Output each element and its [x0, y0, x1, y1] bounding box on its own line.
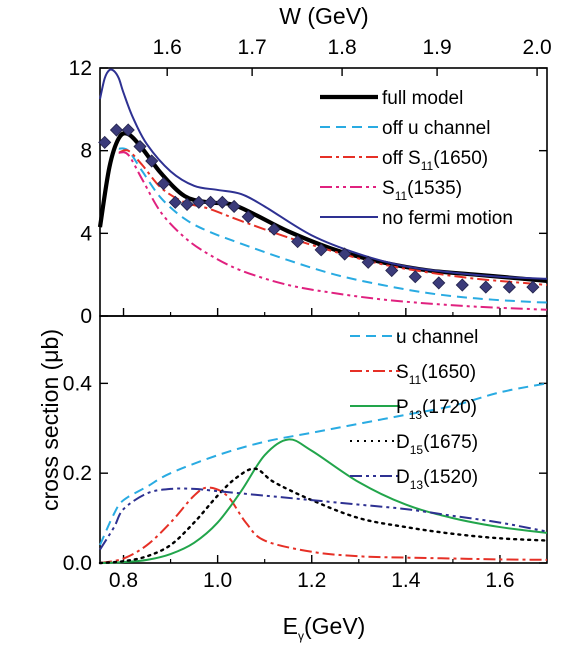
top-legend-label: off S11(1650)	[382, 148, 488, 173]
y-tick-label: 12	[69, 57, 92, 80]
x-tick-label: 1.0	[203, 569, 232, 592]
top-legend-label: S11(1535)	[382, 178, 462, 203]
bottom-panel-frame	[99, 315, 548, 564]
y-tick-label: 8	[80, 140, 92, 163]
bottom-legend-label: D13(1520)	[396, 467, 478, 492]
data-point-marker	[455, 278, 469, 292]
series-line-bottom-2	[99, 438, 548, 564]
series-line-top-4	[99, 68, 548, 280]
data-point-marker	[241, 210, 255, 224]
x-axis-title: Eγ(GeV)	[283, 613, 366, 643]
series-line-bottom-0	[99, 382, 548, 546]
data-point-marker	[227, 199, 241, 214]
bottom-legend-label: P13(1720)	[396, 397, 477, 422]
data-point-marker	[156, 177, 171, 191]
data-point-marker	[361, 255, 375, 269]
x-tick-label: 1.2	[297, 569, 326, 592]
top-tick-label: 1.6	[153, 36, 182, 59]
series-layer	[97, 68, 549, 565]
bottom-legend-label: S11(1650)	[396, 362, 476, 387]
top-axis-title: W (GeV)	[279, 3, 368, 29]
data-point-marker	[204, 195, 218, 209]
data-point-marker	[168, 195, 182, 209]
y-tick-label: 0.0	[63, 552, 92, 575]
y-tick-label: 4	[80, 222, 92, 245]
data-point-marker	[215, 195, 229, 209]
data-point-marker	[98, 135, 112, 149]
data-point-marker	[133, 139, 147, 154]
top-legend-label: no fermi motion	[382, 208, 513, 229]
data-point-marker	[192, 195, 206, 209]
x-tick-label: 1.4	[391, 569, 421, 592]
data-point-marker	[121, 123, 135, 137]
data-point-marker	[432, 276, 446, 290]
x-axis-title-unit: (GeV)	[304, 613, 365, 639]
x-axis-title-subscript: γ	[298, 629, 304, 643]
data-point-marker	[385, 263, 399, 278]
bottom-legend-label: u channel	[396, 327, 478, 348]
top-tick-label: 1.8	[327, 36, 356, 59]
data-point-marker	[479, 280, 493, 294]
series-line-top-2	[118, 149, 548, 286]
data-points-group	[98, 123, 540, 294]
text-layer: W (GeV) cross section (μb) Eγ(GeV) 0.8 1.…	[37, 3, 552, 643]
x-axis-title-symbol: E	[283, 613, 298, 639]
top-legend-label: full model	[382, 88, 463, 109]
x-tick-label: 0.8	[109, 569, 138, 592]
top-tick-label: 1.7	[238, 36, 267, 59]
series-line-bottom-4	[99, 487, 548, 551]
legend-layer: full model off u channel off S11(1650) S11(…	[320, 88, 513, 492]
series-line-top-1	[118, 147, 548, 304]
data-point-marker	[314, 243, 328, 257]
data-point-marker	[180, 197, 194, 211]
series-line-bottom-1	[99, 486, 548, 564]
data-point-marker	[408, 270, 422, 284]
top-legend-label: off u channel	[382, 118, 490, 139]
series-line-top-3	[118, 151, 548, 311]
data-point-marker	[291, 235, 305, 249]
data-point-marker	[502, 280, 516, 294]
data-point-marker	[267, 222, 281, 236]
x-tick-label: 1.6	[485, 569, 514, 592]
y-tick-label: 0	[80, 305, 92, 328]
top-tick-label: 1.9	[422, 36, 451, 59]
y-axis-title: cross section (μb)	[37, 329, 63, 511]
data-point-marker	[109, 123, 124, 137]
data-point-marker	[526, 280, 540, 294]
y-tick-label: 0.4	[63, 372, 93, 395]
series-line-bottom-3	[98, 467, 549, 565]
frame-layer	[99, 67, 548, 564]
top-tick-label: 2.0	[522, 36, 551, 59]
data-point-marker	[338, 247, 352, 261]
bottom-legend-label: D15(1675)	[396, 432, 478, 457]
data-point-marker	[145, 154, 159, 168]
y-tick-label: 0.2	[63, 462, 92, 485]
